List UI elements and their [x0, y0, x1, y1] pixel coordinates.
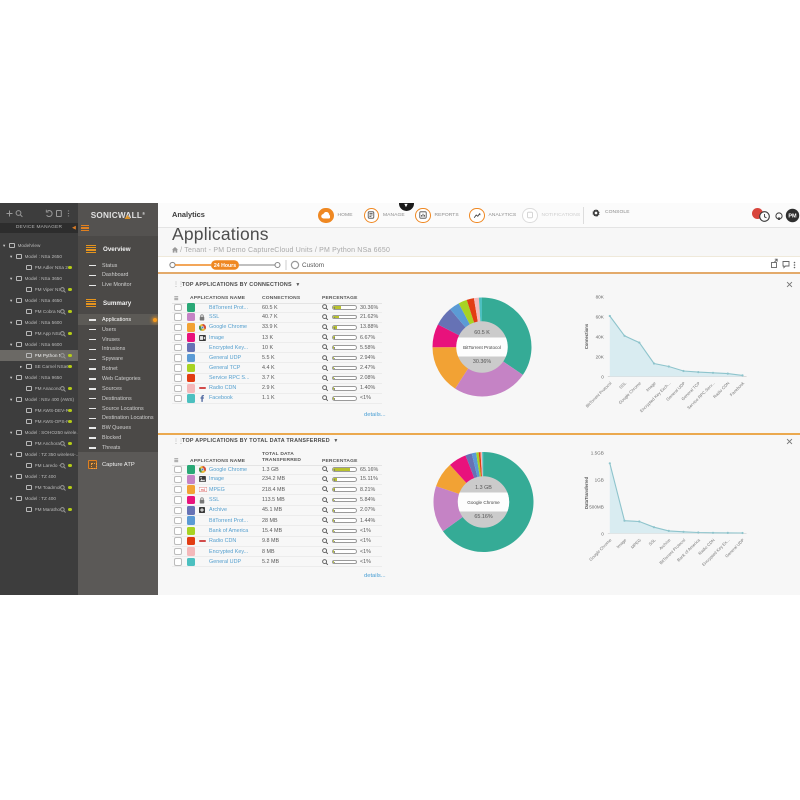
svg-text:24 Hours: 24 Hours	[214, 263, 236, 269]
svg-text:Custom: Custom	[302, 262, 324, 269]
svg-text:PM: PM	[788, 214, 797, 220]
svg-text:m4: m4	[201, 488, 206, 492]
